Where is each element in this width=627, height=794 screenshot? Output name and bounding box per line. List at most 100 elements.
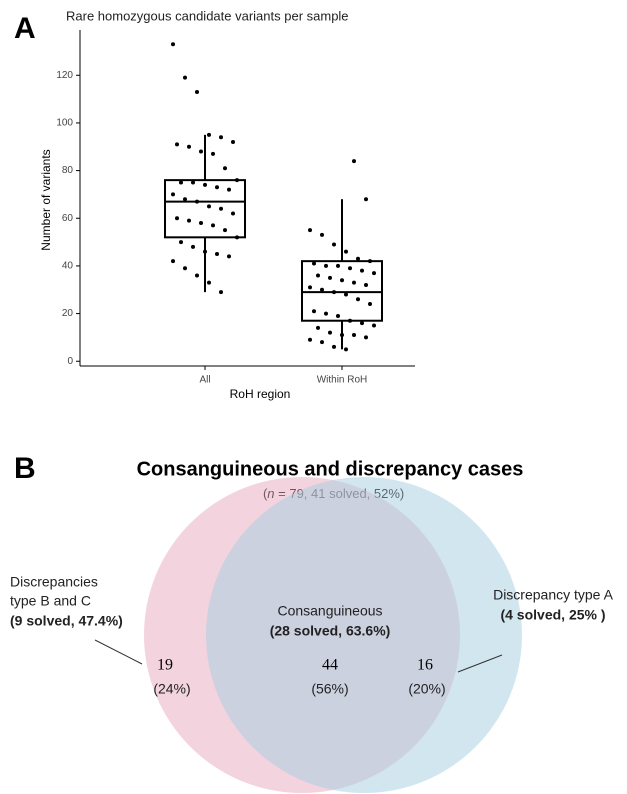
- point: [344, 249, 348, 254]
- point: [171, 259, 175, 264]
- point: [211, 223, 215, 228]
- point: [175, 216, 179, 221]
- point: [183, 75, 187, 80]
- point: [360, 268, 364, 273]
- region-name: type B and C: [10, 593, 91, 609]
- point: [183, 266, 187, 271]
- venn-circle: [206, 477, 522, 793]
- point: [352, 159, 356, 164]
- point: [207, 280, 211, 285]
- point: [360, 321, 364, 326]
- point: [348, 266, 352, 271]
- region-solved: (28 solved, 63.6%): [270, 623, 391, 639]
- point: [308, 228, 312, 233]
- point: [227, 187, 231, 192]
- region-name: Discrepancies: [10, 574, 98, 590]
- point: [372, 271, 376, 276]
- point: [191, 244, 195, 249]
- region-count: 44: [322, 657, 338, 674]
- point: [340, 333, 344, 338]
- point: [348, 318, 352, 323]
- region-count: 16: [417, 657, 433, 674]
- point: [316, 325, 320, 330]
- region-percent: (20%): [408, 681, 445, 697]
- point: [215, 185, 219, 190]
- y-tick-label: 100: [56, 118, 73, 129]
- region-name: Discrepancy type A: [493, 587, 613, 603]
- point: [352, 280, 356, 285]
- callout-line: [94, 639, 143, 665]
- x-tick-label: Within RoH: [317, 375, 368, 386]
- region-percent: (56%): [311, 681, 348, 697]
- point: [332, 242, 336, 247]
- point: [231, 140, 235, 144]
- point: [320, 340, 324, 345]
- y-tick-label: 20: [62, 308, 74, 319]
- y-tick-label: 0: [67, 356, 73, 367]
- point: [368, 302, 372, 307]
- y-axis-label: Number of variants: [39, 149, 53, 250]
- region-name: Consanguineous: [277, 603, 382, 619]
- point: [223, 166, 227, 171]
- point: [352, 333, 356, 338]
- point: [195, 199, 199, 204]
- y-tick-label: 40: [62, 261, 74, 272]
- point: [372, 323, 376, 328]
- point: [219, 290, 223, 295]
- point: [320, 232, 324, 237]
- point: [223, 228, 227, 233]
- point: [199, 149, 203, 154]
- point: [344, 347, 348, 352]
- region-solved: (4 solved, 25% ): [500, 607, 605, 623]
- point: [316, 273, 320, 278]
- point: [336, 263, 340, 268]
- point: [364, 197, 368, 202]
- panel-letter: B: [14, 452, 36, 485]
- y-tick-label: 120: [56, 70, 73, 81]
- point: [207, 204, 211, 209]
- point: [227, 254, 231, 259]
- point: [328, 330, 332, 335]
- point: [219, 135, 223, 140]
- point: [364, 282, 368, 287]
- point: [308, 337, 312, 342]
- region-count: 19: [157, 657, 173, 674]
- x-axis-label: RoH region: [230, 387, 291, 401]
- point: [340, 278, 344, 283]
- point: [215, 252, 219, 256]
- point: [364, 335, 368, 340]
- point: [336, 313, 340, 318]
- point: [191, 180, 195, 185]
- point: [235, 178, 239, 183]
- point: [195, 89, 199, 94]
- y-tick-label: 60: [62, 213, 74, 224]
- x-tick-label: All: [199, 375, 210, 386]
- region-percent: (24%): [153, 681, 190, 697]
- point: [187, 144, 191, 149]
- point: [356, 256, 360, 261]
- point: [344, 292, 348, 297]
- venn: [144, 477, 522, 793]
- point: [324, 263, 328, 268]
- point: [332, 344, 336, 349]
- chart-title: Rare homozygous candidate variants per s…: [66, 8, 349, 23]
- point: [195, 273, 199, 278]
- point: [207, 132, 211, 137]
- panel-letter: A: [14, 12, 36, 45]
- point: [308, 285, 312, 290]
- point: [187, 218, 191, 223]
- point: [203, 249, 207, 254]
- y-tick-label: 80: [62, 165, 74, 176]
- box: [164, 179, 246, 239]
- point: [231, 211, 235, 216]
- point: [211, 151, 215, 156]
- point: [332, 290, 336, 295]
- point: [183, 197, 187, 202]
- point: [175, 142, 179, 147]
- point: [328, 275, 332, 280]
- callout-line: [457, 654, 503, 673]
- point: [203, 182, 207, 187]
- point: [312, 261, 316, 266]
- point: [219, 206, 223, 211]
